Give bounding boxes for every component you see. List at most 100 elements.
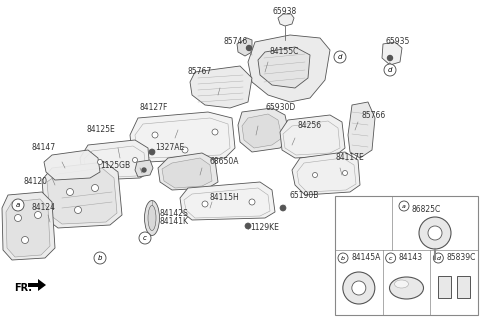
Ellipse shape bbox=[389, 277, 423, 299]
Circle shape bbox=[334, 51, 346, 63]
Text: 84155C: 84155C bbox=[270, 47, 300, 57]
Text: 84120: 84120 bbox=[24, 177, 48, 186]
Circle shape bbox=[12, 199, 24, 211]
Ellipse shape bbox=[144, 201, 159, 236]
Circle shape bbox=[92, 184, 98, 191]
Circle shape bbox=[14, 215, 22, 222]
Polygon shape bbox=[190, 66, 252, 108]
Polygon shape bbox=[162, 158, 212, 188]
Text: 84145A: 84145A bbox=[351, 253, 380, 262]
Circle shape bbox=[433, 253, 444, 263]
Polygon shape bbox=[180, 182, 275, 220]
Text: 84142S: 84142S bbox=[160, 209, 189, 218]
Polygon shape bbox=[292, 152, 360, 195]
Polygon shape bbox=[382, 42, 402, 65]
Circle shape bbox=[152, 132, 158, 138]
Polygon shape bbox=[158, 153, 218, 190]
Text: 1129KE: 1129KE bbox=[250, 224, 279, 232]
Text: 84125E: 84125E bbox=[86, 126, 115, 135]
Polygon shape bbox=[130, 112, 235, 162]
Circle shape bbox=[343, 272, 375, 304]
Circle shape bbox=[385, 253, 396, 263]
Circle shape bbox=[338, 253, 348, 263]
Circle shape bbox=[399, 201, 409, 211]
Text: b: b bbox=[98, 255, 102, 261]
Circle shape bbox=[212, 129, 218, 135]
Text: 84143: 84143 bbox=[399, 253, 423, 262]
Text: 65938: 65938 bbox=[273, 8, 297, 17]
Circle shape bbox=[280, 205, 286, 211]
Circle shape bbox=[22, 237, 28, 244]
Text: 65930D: 65930D bbox=[265, 103, 295, 113]
Circle shape bbox=[247, 45, 252, 51]
Text: 1125GB: 1125GB bbox=[100, 161, 130, 169]
Circle shape bbox=[352, 281, 366, 295]
Polygon shape bbox=[47, 168, 117, 224]
Circle shape bbox=[142, 168, 146, 172]
Circle shape bbox=[419, 217, 451, 249]
Circle shape bbox=[139, 232, 151, 244]
Polygon shape bbox=[248, 35, 330, 102]
Circle shape bbox=[35, 211, 41, 218]
Text: 85746: 85746 bbox=[224, 38, 248, 46]
Text: 85839C: 85839C bbox=[446, 253, 476, 262]
Circle shape bbox=[149, 149, 155, 155]
Polygon shape bbox=[237, 38, 252, 56]
Polygon shape bbox=[242, 114, 282, 148]
Text: 84117E: 84117E bbox=[335, 154, 364, 162]
Circle shape bbox=[343, 170, 348, 176]
Circle shape bbox=[202, 201, 208, 207]
Circle shape bbox=[249, 199, 255, 205]
Circle shape bbox=[67, 189, 73, 196]
Text: 65190B: 65190B bbox=[290, 190, 319, 199]
Text: 84127F: 84127F bbox=[140, 103, 168, 113]
Text: d: d bbox=[338, 54, 342, 60]
Circle shape bbox=[94, 252, 106, 264]
Circle shape bbox=[387, 56, 393, 60]
Polygon shape bbox=[258, 47, 310, 88]
Circle shape bbox=[384, 64, 396, 76]
Circle shape bbox=[428, 226, 442, 240]
Text: 84256: 84256 bbox=[298, 121, 322, 129]
Circle shape bbox=[132, 157, 137, 162]
Bar bbox=[457, 276, 470, 298]
Polygon shape bbox=[28, 279, 46, 291]
Polygon shape bbox=[238, 108, 290, 152]
Text: a: a bbox=[402, 204, 406, 209]
Text: c: c bbox=[389, 255, 392, 260]
Polygon shape bbox=[280, 115, 345, 158]
Text: b: b bbox=[341, 255, 345, 260]
Text: 84147: 84147 bbox=[32, 143, 56, 153]
Circle shape bbox=[74, 206, 82, 213]
Circle shape bbox=[97, 160, 103, 164]
Polygon shape bbox=[278, 14, 294, 26]
Text: d: d bbox=[436, 255, 440, 260]
Polygon shape bbox=[42, 162, 122, 228]
Circle shape bbox=[182, 147, 188, 153]
Polygon shape bbox=[80, 140, 150, 180]
Circle shape bbox=[245, 223, 251, 229]
Text: 86825C: 86825C bbox=[411, 205, 440, 214]
Text: 65935: 65935 bbox=[385, 38, 409, 46]
Text: 84141K: 84141K bbox=[160, 218, 189, 226]
Polygon shape bbox=[348, 102, 375, 158]
Polygon shape bbox=[6, 199, 50, 257]
Ellipse shape bbox=[148, 205, 156, 231]
Text: c: c bbox=[143, 235, 147, 241]
Polygon shape bbox=[135, 160, 153, 177]
Circle shape bbox=[312, 172, 317, 177]
Text: 85766: 85766 bbox=[362, 110, 386, 120]
Text: 1327AE: 1327AE bbox=[155, 143, 184, 153]
Text: a: a bbox=[16, 202, 20, 208]
Text: 85767: 85767 bbox=[188, 67, 212, 77]
Text: 84124: 84124 bbox=[31, 204, 55, 212]
Text: d: d bbox=[388, 67, 392, 73]
Polygon shape bbox=[44, 150, 100, 180]
Text: 84115H: 84115H bbox=[210, 193, 240, 203]
Text: FR.: FR. bbox=[14, 283, 32, 293]
Polygon shape bbox=[2, 192, 55, 260]
Text: 68650A: 68650A bbox=[210, 157, 240, 167]
Ellipse shape bbox=[395, 280, 408, 288]
Bar bbox=[335, 196, 478, 315]
Bar bbox=[438, 276, 451, 298]
